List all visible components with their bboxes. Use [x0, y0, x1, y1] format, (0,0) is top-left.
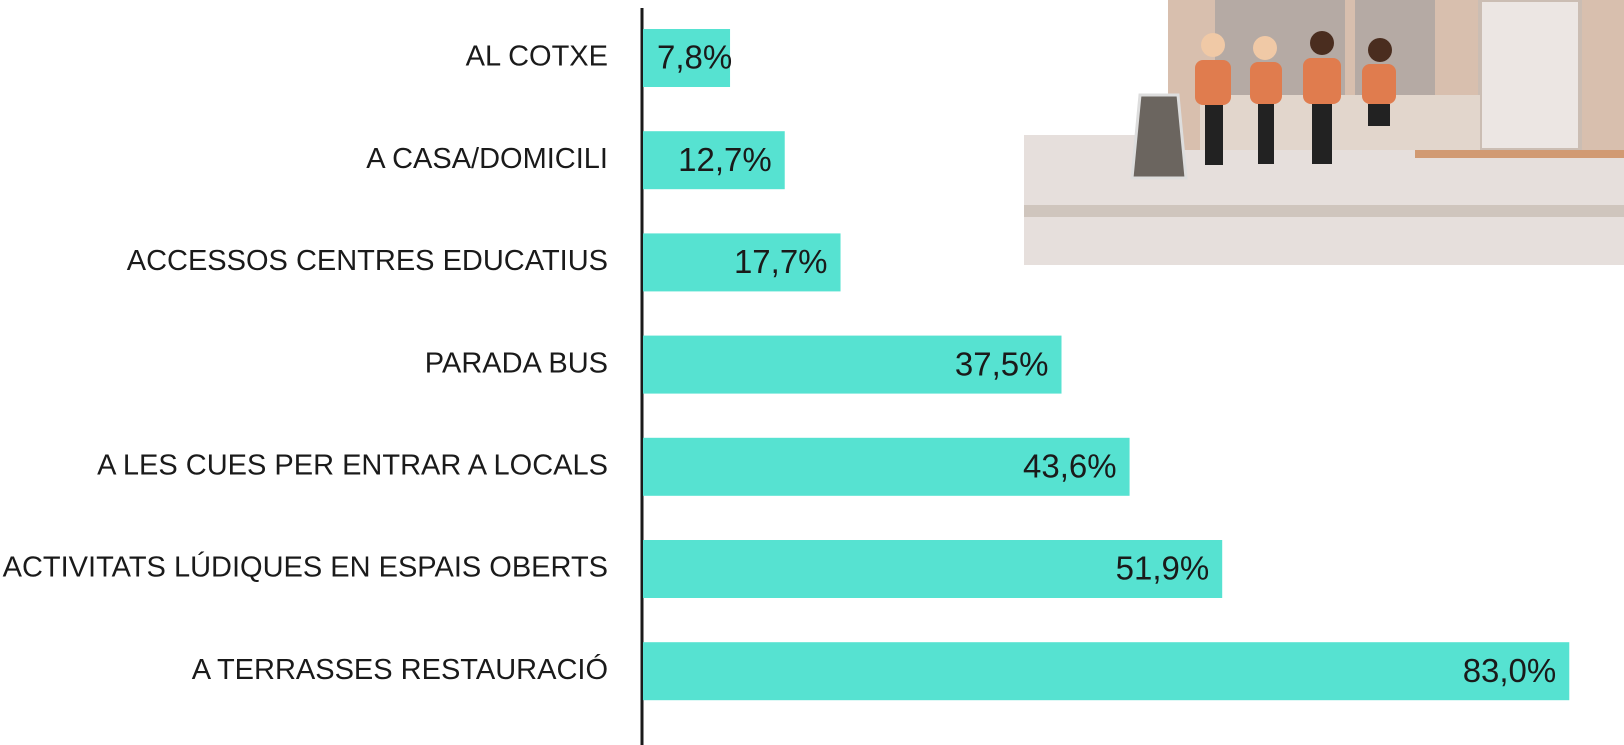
- bench: [1415, 150, 1624, 158]
- value-label: 17,7%: [734, 243, 828, 280]
- illustration: [1024, 0, 1624, 265]
- wall-bricks: [1200, 95, 1480, 150]
- category-label: ACCESSOS CENTRES EDUCATIUS: [127, 245, 608, 277]
- value-label: 43,6%: [1023, 448, 1117, 485]
- people: [1195, 31, 1396, 165]
- bar: [643, 335, 1062, 394]
- category-label: A CASA/DOMICILI: [366, 143, 608, 175]
- bar: [643, 642, 1570, 701]
- value-label: 83,0%: [1463, 652, 1557, 689]
- bar: [643, 233, 841, 292]
- category-label: AL COTXE: [466, 41, 608, 73]
- category-label: A TERRASSES RESTAURACIÓ: [192, 653, 608, 686]
- category-label: PARADA BUS: [425, 347, 608, 379]
- value-label: 51,9%: [1116, 550, 1210, 587]
- category-label: ACTIVITATS LÚDIQUES EN ESPAIS OBERTS: [3, 551, 608, 584]
- category-label: A LES CUES PER ENTRAR A LOCALS: [97, 449, 608, 481]
- curb: [1024, 205, 1624, 217]
- bar: [643, 29, 731, 87]
- bar: [643, 437, 1130, 496]
- value-label: 12,7%: [678, 141, 772, 178]
- sign-board: [1130, 93, 1188, 180]
- door: [1478, 0, 1582, 152]
- bar: [643, 540, 1223, 598]
- bar: [643, 131, 785, 190]
- value-label: 7,8%: [657, 39, 732, 76]
- value-label: 37,5%: [955, 345, 1049, 382]
